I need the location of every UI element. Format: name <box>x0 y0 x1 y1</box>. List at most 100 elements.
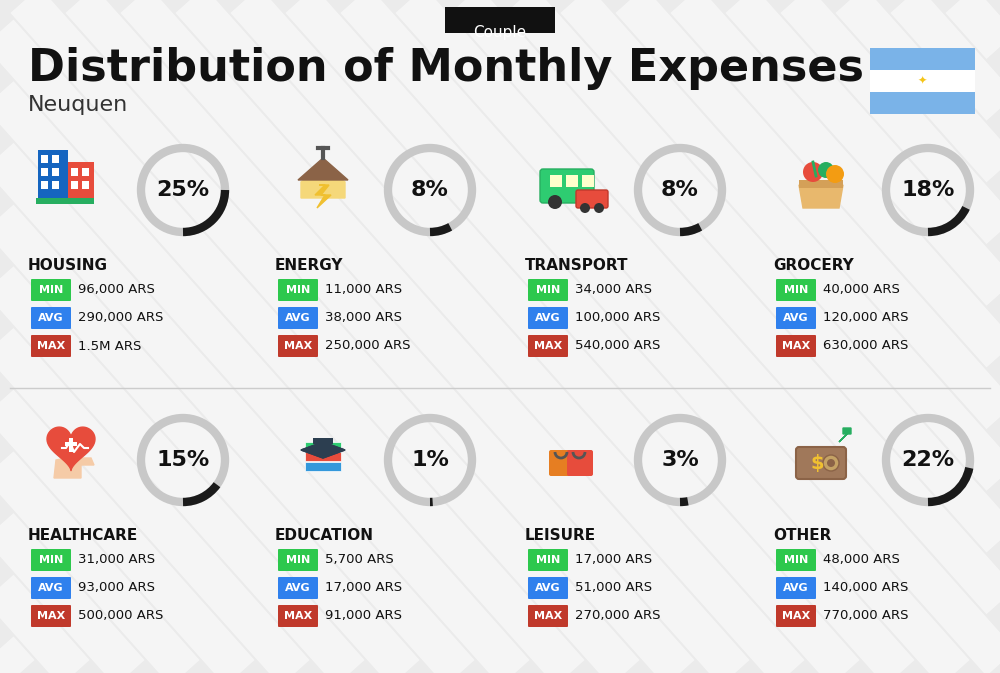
Text: 93,000 ARS: 93,000 ARS <box>78 581 155 594</box>
FancyBboxPatch shape <box>582 175 594 187</box>
Text: MIN: MIN <box>39 555 63 565</box>
FancyBboxPatch shape <box>71 168 78 176</box>
Text: OTHER: OTHER <box>773 528 831 543</box>
Text: MIN: MIN <box>286 555 310 565</box>
FancyBboxPatch shape <box>870 92 975 114</box>
Text: 5,700 ARS: 5,700 ARS <box>325 553 394 567</box>
FancyBboxPatch shape <box>31 335 71 357</box>
FancyBboxPatch shape <box>313 438 333 444</box>
Text: 38,000 ARS: 38,000 ARS <box>325 312 402 324</box>
Circle shape <box>826 165 844 183</box>
Text: AVG: AVG <box>285 313 311 323</box>
FancyBboxPatch shape <box>278 549 318 571</box>
FancyBboxPatch shape <box>278 605 318 627</box>
Text: 22%: 22% <box>901 450 955 470</box>
Text: 8%: 8% <box>661 180 699 200</box>
Text: MAX: MAX <box>284 611 312 621</box>
Text: 17,000 ARS: 17,000 ARS <box>575 553 652 567</box>
Text: ✦: ✦ <box>918 76 927 86</box>
Text: LEISURE: LEISURE <box>525 528 596 543</box>
Circle shape <box>823 455 839 471</box>
Text: Distribution of Monthly Expenses: Distribution of Monthly Expenses <box>28 46 864 90</box>
FancyBboxPatch shape <box>550 175 562 187</box>
FancyBboxPatch shape <box>278 335 318 357</box>
Text: AVG: AVG <box>285 583 311 593</box>
Text: HOUSING: HOUSING <box>28 258 108 273</box>
Text: AVG: AVG <box>783 313 809 323</box>
Text: Couple: Couple <box>473 26 527 40</box>
FancyBboxPatch shape <box>41 155 48 163</box>
Text: MIN: MIN <box>784 285 808 295</box>
FancyBboxPatch shape <box>567 450 593 476</box>
FancyBboxPatch shape <box>278 279 318 301</box>
FancyBboxPatch shape <box>528 577 568 599</box>
Polygon shape <box>799 185 843 208</box>
FancyBboxPatch shape <box>31 605 71 627</box>
Circle shape <box>580 203 590 213</box>
FancyBboxPatch shape <box>549 450 575 476</box>
FancyBboxPatch shape <box>36 198 94 204</box>
Polygon shape <box>54 458 94 478</box>
FancyBboxPatch shape <box>776 279 816 301</box>
Text: Neuquen: Neuquen <box>28 95 128 115</box>
Text: MAX: MAX <box>782 611 810 621</box>
Circle shape <box>548 195 562 209</box>
FancyBboxPatch shape <box>870 70 975 92</box>
Text: MIN: MIN <box>784 555 808 565</box>
Text: HEALTHCARE: HEALTHCARE <box>28 528 138 543</box>
FancyBboxPatch shape <box>52 168 59 176</box>
Circle shape <box>578 195 592 209</box>
Text: MAX: MAX <box>284 341 312 351</box>
FancyBboxPatch shape <box>566 175 578 187</box>
FancyBboxPatch shape <box>528 605 568 627</box>
FancyBboxPatch shape <box>31 549 71 571</box>
FancyBboxPatch shape <box>65 442 77 446</box>
FancyBboxPatch shape <box>38 150 68 198</box>
Text: ENERGY: ENERGY <box>275 258 344 273</box>
FancyBboxPatch shape <box>82 181 89 189</box>
FancyBboxPatch shape <box>776 335 816 357</box>
Text: 8%: 8% <box>411 180 449 200</box>
Text: 270,000 ARS: 270,000 ARS <box>575 610 660 623</box>
Text: MIN: MIN <box>536 285 560 295</box>
FancyBboxPatch shape <box>528 335 568 357</box>
Text: 120,000 ARS: 120,000 ARS <box>823 312 908 324</box>
FancyBboxPatch shape <box>31 577 71 599</box>
FancyBboxPatch shape <box>52 155 59 163</box>
Circle shape <box>818 162 834 178</box>
FancyBboxPatch shape <box>31 307 71 329</box>
Text: 100,000 ARS: 100,000 ARS <box>575 312 660 324</box>
Polygon shape <box>301 442 345 458</box>
Text: 48,000 ARS: 48,000 ARS <box>823 553 900 567</box>
FancyBboxPatch shape <box>41 168 48 176</box>
Polygon shape <box>301 442 345 458</box>
Text: AVG: AVG <box>535 313 561 323</box>
FancyBboxPatch shape <box>31 279 71 301</box>
Text: 18%: 18% <box>901 180 955 200</box>
Text: MIN: MIN <box>39 285 63 295</box>
Text: 51,000 ARS: 51,000 ARS <box>575 581 652 594</box>
FancyBboxPatch shape <box>776 549 816 571</box>
FancyBboxPatch shape <box>776 307 816 329</box>
Text: 34,000 ARS: 34,000 ARS <box>575 283 652 297</box>
Text: EDUCATION: EDUCATION <box>275 528 374 543</box>
Text: MAX: MAX <box>37 611 65 621</box>
Text: 290,000 ARS: 290,000 ARS <box>78 312 163 324</box>
Text: AVG: AVG <box>38 313 64 323</box>
Text: 630,000 ARS: 630,000 ARS <box>823 339 908 353</box>
FancyBboxPatch shape <box>528 549 568 571</box>
Text: 3%: 3% <box>661 450 699 470</box>
Text: 250,000 ARS: 250,000 ARS <box>325 339 411 353</box>
FancyBboxPatch shape <box>540 169 594 203</box>
FancyBboxPatch shape <box>41 181 48 189</box>
Text: 25%: 25% <box>156 180 210 200</box>
Text: MAX: MAX <box>782 341 810 351</box>
Text: AVG: AVG <box>535 583 561 593</box>
Text: $: $ <box>810 454 824 472</box>
FancyBboxPatch shape <box>278 307 318 329</box>
FancyBboxPatch shape <box>69 438 73 452</box>
Text: 500,000 ARS: 500,000 ARS <box>78 610 163 623</box>
Text: AVG: AVG <box>38 583 64 593</box>
FancyBboxPatch shape <box>528 307 568 329</box>
Text: GROCERY: GROCERY <box>773 258 854 273</box>
